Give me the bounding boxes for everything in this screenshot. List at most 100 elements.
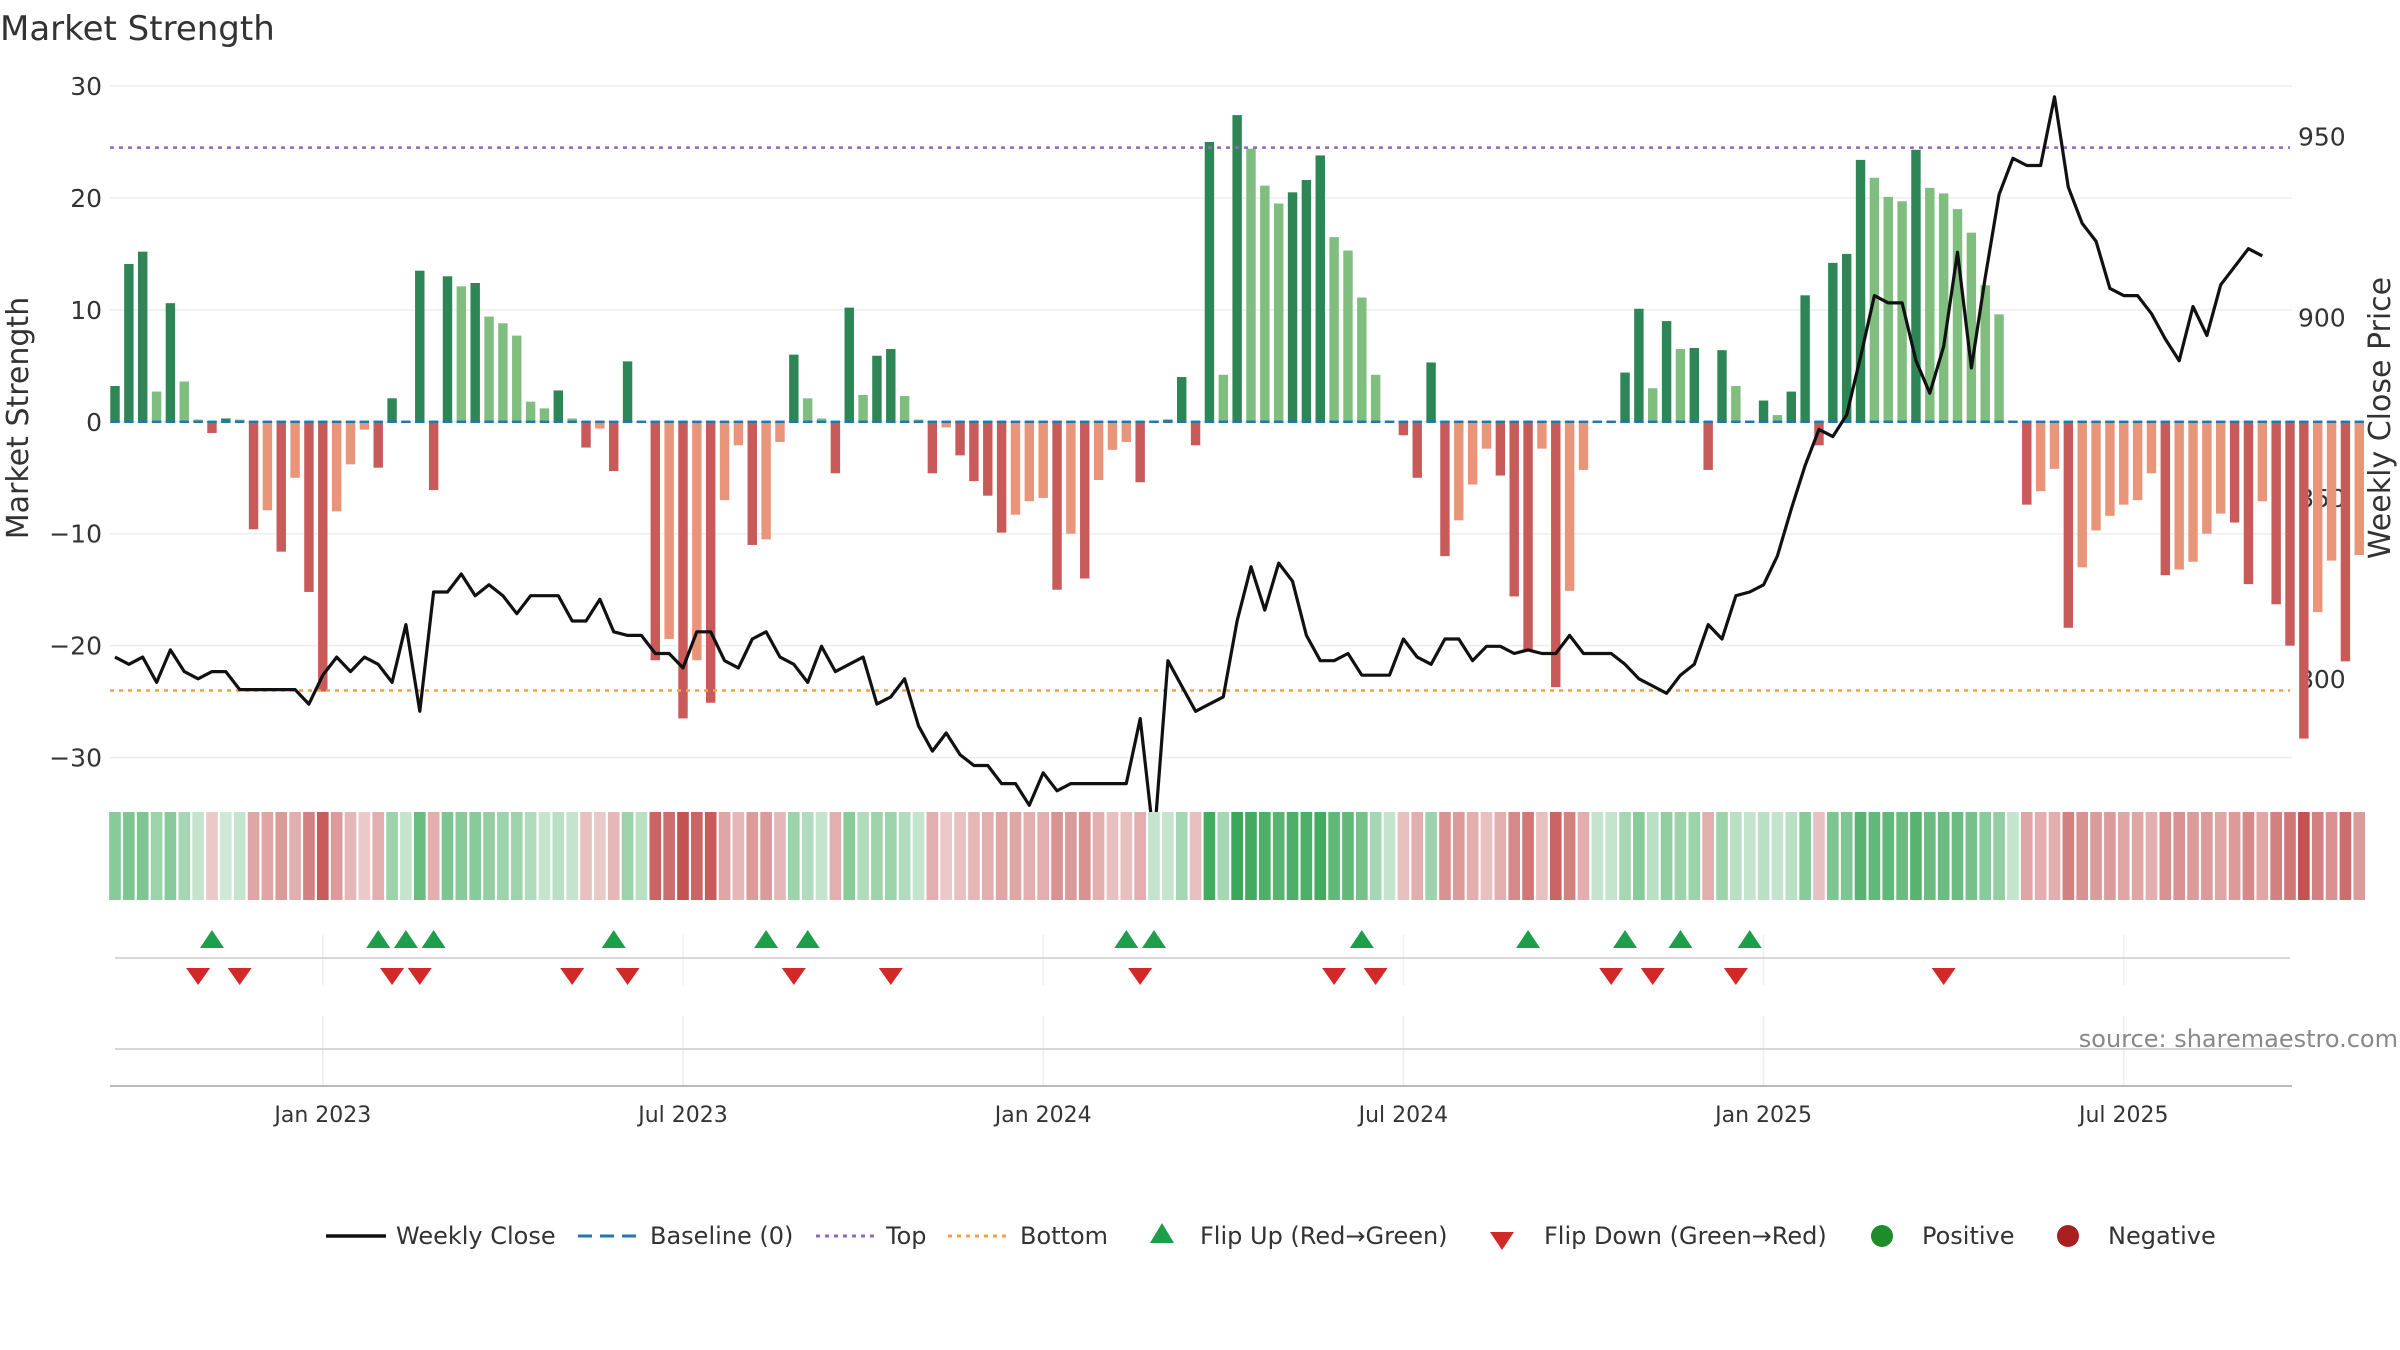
- strip-cell: [1314, 812, 1327, 900]
- strength-bar: [1093, 421, 1104, 481]
- strip-cell: [510, 812, 523, 900]
- strength-bar: [1066, 421, 1076, 534]
- strip-cell: [441, 812, 454, 900]
- left-y-tick-label: 10: [70, 296, 102, 325]
- strip-cell: [1051, 812, 1063, 900]
- strip-cell: [233, 812, 246, 900]
- flip-up-marker: [754, 930, 779, 948]
- strength-bar: [2243, 421, 2254, 585]
- strip-cell: [2353, 812, 2366, 900]
- strength-bar: [2340, 421, 2351, 662]
- strength-bar: [1190, 421, 1201, 446]
- strip-cell: [2131, 812, 2144, 900]
- strip-cell: [316, 812, 329, 900]
- source-credit: source: sharemaestro.com: [2079, 1025, 2398, 1053]
- strip-cell: [1092, 812, 1105, 900]
- strength-bar: [1841, 253, 1852, 422]
- strength-bar: [470, 283, 480, 422]
- flip-down-marker: [781, 968, 806, 985]
- strip-cell: [164, 812, 177, 900]
- strip-cell: [2034, 812, 2047, 900]
- strip-cell: [1175, 812, 1188, 900]
- strip-cell: [1702, 812, 1714, 900]
- strip-cell: [1452, 812, 1465, 900]
- strip-cell: [926, 812, 939, 900]
- strip-cell: [275, 812, 288, 900]
- strength-bar: [2146, 421, 2157, 474]
- strip-cell: [1217, 812, 1230, 900]
- strip-cell: [109, 812, 121, 900]
- strength-bar: [2326, 421, 2337, 561]
- legend-positive: Positive: [1922, 1222, 2015, 1250]
- strength-bar: [525, 401, 536, 422]
- flip-down-marker: [1322, 968, 1347, 985]
- strength-bar: [1412, 421, 1422, 478]
- strip-cell: [1355, 812, 1368, 900]
- strength-bar: [816, 418, 827, 422]
- strip-cell: [344, 812, 357, 900]
- strength-bar: [2063, 421, 2074, 628]
- strip-cell: [1508, 812, 1521, 900]
- strip-cell: [774, 812, 786, 900]
- strip-cell: [2145, 812, 2158, 900]
- legend: Weekly Close Baseline (0) Top Bottom Fli…: [326, 1222, 2216, 1250]
- strength-bar: [1689, 347, 1700, 422]
- strip-cell: [2325, 812, 2338, 900]
- strip-cell: [884, 812, 897, 900]
- x-tick-label: Jan 2024: [993, 1103, 1092, 1128]
- strength-bar: [1786, 391, 1796, 422]
- strip-cell: [1827, 812, 1839, 900]
- strength-bar: [1897, 201, 1907, 422]
- strength-bar: [719, 421, 730, 501]
- strength-bar: [1440, 421, 1450, 557]
- strength-bar: [1107, 421, 1118, 450]
- strength-bar: [1426, 362, 1436, 422]
- strength-bar: [622, 361, 633, 422]
- strip-cell: [732, 812, 745, 900]
- strength-bar: [2035, 421, 2046, 492]
- strength-bar: [969, 421, 979, 482]
- legend-flip-down: Flip Down (Green→Red): [1544, 1222, 1827, 1250]
- strip-cell: [427, 812, 440, 900]
- strip-cell: [1065, 812, 1077, 900]
- strength-bar: [1135, 421, 1145, 483]
- strength-bar: [262, 421, 273, 511]
- strip-cell: [386, 812, 398, 900]
- strength-bar: [1509, 421, 1519, 597]
- strip-cell: [372, 812, 385, 900]
- strength-bar: [1177, 377, 1187, 422]
- flip-down-marker: [407, 968, 432, 985]
- flip-up-marker: [1613, 930, 1638, 948]
- strip-cell: [358, 812, 371, 900]
- strip-cell: [1799, 812, 1811, 900]
- strip-cell: [1134, 812, 1146, 900]
- strength-bar: [1287, 192, 1298, 422]
- strength-bar: [442, 276, 453, 422]
- strip-cell: [801, 812, 814, 900]
- x-tick-label: Jul 2023: [636, 1103, 728, 1128]
- strip-cell: [954, 812, 966, 900]
- strip-cell: [2284, 812, 2296, 900]
- strength-bar: [373, 421, 383, 468]
- strength-bar: [290, 421, 300, 478]
- strength-bar: [1260, 185, 1270, 422]
- strength-bar: [2119, 421, 2129, 505]
- strength-bar: [927, 421, 938, 474]
- flip-down-marker: [560, 968, 585, 985]
- strip-cell: [1259, 812, 1271, 900]
- strength-bar: [1315, 155, 1325, 422]
- strip-cell: [483, 812, 495, 900]
- strip-cell: [871, 812, 883, 900]
- strength-bar: [1703, 421, 1713, 470]
- strength-bar: [733, 421, 744, 446]
- strength-bar: [498, 323, 508, 422]
- strip-cell: [2339, 812, 2352, 900]
- strength-bar: [1800, 295, 1810, 422]
- strip-cell: [303, 812, 315, 900]
- strength-bar: [1620, 372, 1630, 422]
- strength-bar: [1370, 374, 1381, 422]
- flip-down-marker: [1640, 968, 1665, 985]
- strength-bar: [2091, 421, 2101, 531]
- strip-cell: [400, 812, 412, 900]
